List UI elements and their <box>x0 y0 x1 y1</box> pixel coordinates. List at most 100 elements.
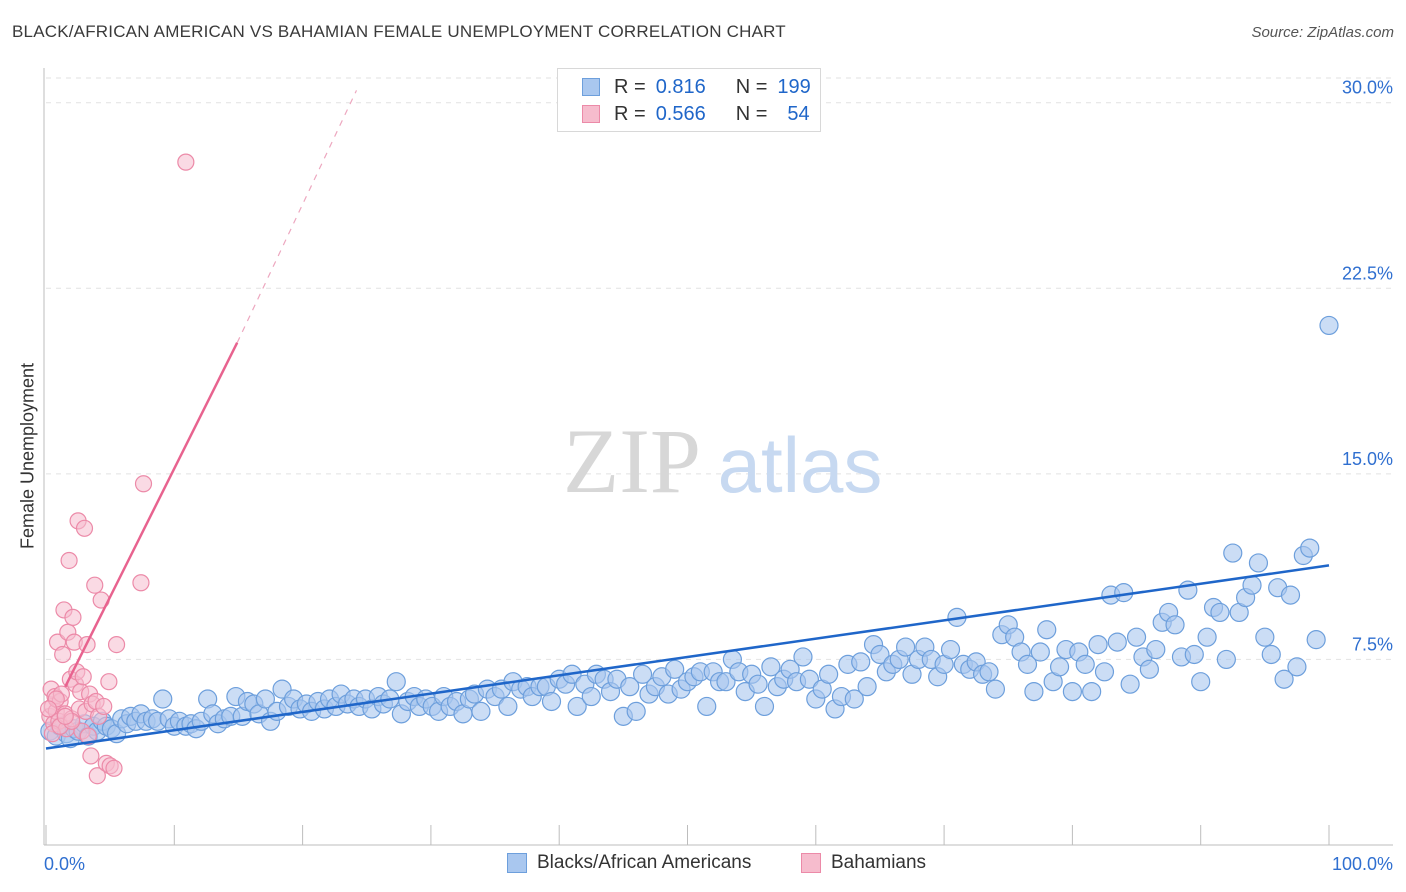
data-point-blacks <box>716 672 736 692</box>
data-point-blacks <box>1139 659 1159 679</box>
data-point-bahamians <box>86 576 104 594</box>
data-point-blacks <box>620 677 640 697</box>
watermark: ZIP atlas <box>563 410 882 512</box>
data-point-bahamians <box>64 608 82 626</box>
data-point-blacks <box>761 657 781 677</box>
data-point-bahamians <box>39 700 58 718</box>
data-point-blacks <box>1184 644 1204 665</box>
data-point-blacks <box>857 677 877 697</box>
data-point-bahamians <box>132 574 150 592</box>
data-point-bahamians <box>88 767 106 785</box>
trend-lines <box>45 90 1330 750</box>
data-point-blacks <box>1120 674 1140 694</box>
data-point-blacks <box>1075 654 1095 674</box>
data-point-bahamians <box>107 635 126 654</box>
legend-swatch-blue <box>507 853 527 873</box>
data-point-blacks <box>697 696 717 717</box>
legend-r-label: R = <box>614 102 646 125</box>
data-point-blacks <box>541 691 562 712</box>
data-point-blacks <box>1287 657 1307 677</box>
data-point-blacks <box>896 637 916 657</box>
legend-stats: R = 0.816 N = 199 R = 0.566 N = 54 <box>557 68 821 132</box>
data-point-blacks <box>1274 669 1294 689</box>
data-point-blacks <box>940 639 961 660</box>
data-point-blacks <box>1223 543 1243 563</box>
data-point-blacks <box>1191 672 1211 692</box>
series-bahamians <box>39 153 195 785</box>
legend-r-value: 0.566 <box>655 102 706 125</box>
y-tick-label: 15.0% <box>1342 449 1393 469</box>
legend-n-value: 199 <box>777 75 811 98</box>
data-point-blacks <box>870 644 890 665</box>
data-point-bahamians <box>79 727 97 745</box>
series-blacks-african-americans <box>40 315 1339 749</box>
data-point-blacks <box>665 659 685 679</box>
data-point-blacks <box>255 689 275 709</box>
trend-line-bahamians <box>64 342 239 688</box>
legend-label-bahamians: Bahamians <box>831 852 927 873</box>
data-point-blacks <box>581 686 601 707</box>
data-point-blacks <box>1197 627 1217 647</box>
data-point-blacks <box>498 696 518 717</box>
data-point-blacks <box>844 689 864 709</box>
data-point-blacks <box>1280 585 1301 605</box>
data-point-blacks <box>799 669 819 689</box>
data-point-blacks <box>1062 681 1083 702</box>
data-point-bahamians <box>100 673 118 691</box>
data-point-bahamians <box>134 475 153 493</box>
legend-n-label: N = <box>735 75 768 98</box>
data-point-blacks <box>1261 644 1281 665</box>
data-point-blacks <box>754 696 775 717</box>
data-point-blacks <box>1017 654 1038 674</box>
watermark-atlas: atlas <box>718 421 883 509</box>
data-point-blacks <box>471 701 491 721</box>
data-point-blacks <box>1107 632 1127 652</box>
data-point-blacks <box>1094 662 1115 682</box>
legend-label-blacks: Blacks/African Americans <box>537 852 752 873</box>
y-axis-label: Female Unemployment <box>17 362 38 550</box>
tick-labels: 7.5% 15.0% 22.5% 30.0% 0.0% 100.0% <box>44 78 1393 874</box>
grid-lines <box>46 77 1393 660</box>
data-point-blacks <box>1300 538 1320 558</box>
data-point-blacks <box>819 664 839 684</box>
trend-line-bahamians-extension <box>236 90 358 343</box>
data-point-blacks <box>1210 602 1230 623</box>
legend-item-blacks: Blacks/African Americans <box>507 852 751 874</box>
y-tick-label: 7.5% <box>1352 634 1393 654</box>
data-point-bahamians <box>60 551 78 570</box>
data-point-blacks <box>748 674 768 694</box>
data-point-blacks <box>1242 575 1262 595</box>
legend-n-label: N = <box>735 102 768 125</box>
y-tick-label: 30.0% <box>1342 78 1393 98</box>
data-point-blacks <box>979 662 999 682</box>
data-point-blacks <box>1082 681 1102 702</box>
data-point-blacks <box>1030 642 1050 662</box>
x-tick-label: 0.0% <box>44 854 85 874</box>
legend-swatch-blue <box>582 78 600 96</box>
y-tick-label: 22.5% <box>1342 263 1393 283</box>
data-point-bahamians <box>95 697 113 716</box>
data-point-blacks <box>567 696 587 717</box>
legend-r-value: 0.816 <box>655 75 706 98</box>
legend-item-bahamians: Bahamians <box>801 852 926 874</box>
data-point-bahamians <box>54 645 72 664</box>
chart-title: BLACK/AFRICAN AMERICAN VS BAHAMIAN FEMAL… <box>12 22 786 41</box>
data-point-bahamians <box>82 747 100 765</box>
data-point-bahamians <box>75 519 94 537</box>
data-point-blacks <box>1255 627 1275 647</box>
data-point-blacks <box>1037 620 1057 640</box>
data-point-bahamians <box>105 759 123 777</box>
legend-n-value: 54 <box>787 102 810 125</box>
data-point-blacks <box>626 701 646 721</box>
data-point-bahamians <box>74 668 92 686</box>
data-point-blacks <box>1088 634 1108 655</box>
legend-row-pink: R = 0.566 N = 54 <box>582 102 810 126</box>
data-point-blacks <box>1165 615 1185 635</box>
data-point-blacks <box>1306 630 1326 650</box>
data-point-blacks <box>1049 657 1070 677</box>
watermark-zip: ZIP <box>563 410 701 512</box>
x-tick-label: 100.0% <box>1332 854 1393 874</box>
data-point-blacks <box>1146 639 1166 660</box>
data-point-blacks <box>386 672 406 692</box>
